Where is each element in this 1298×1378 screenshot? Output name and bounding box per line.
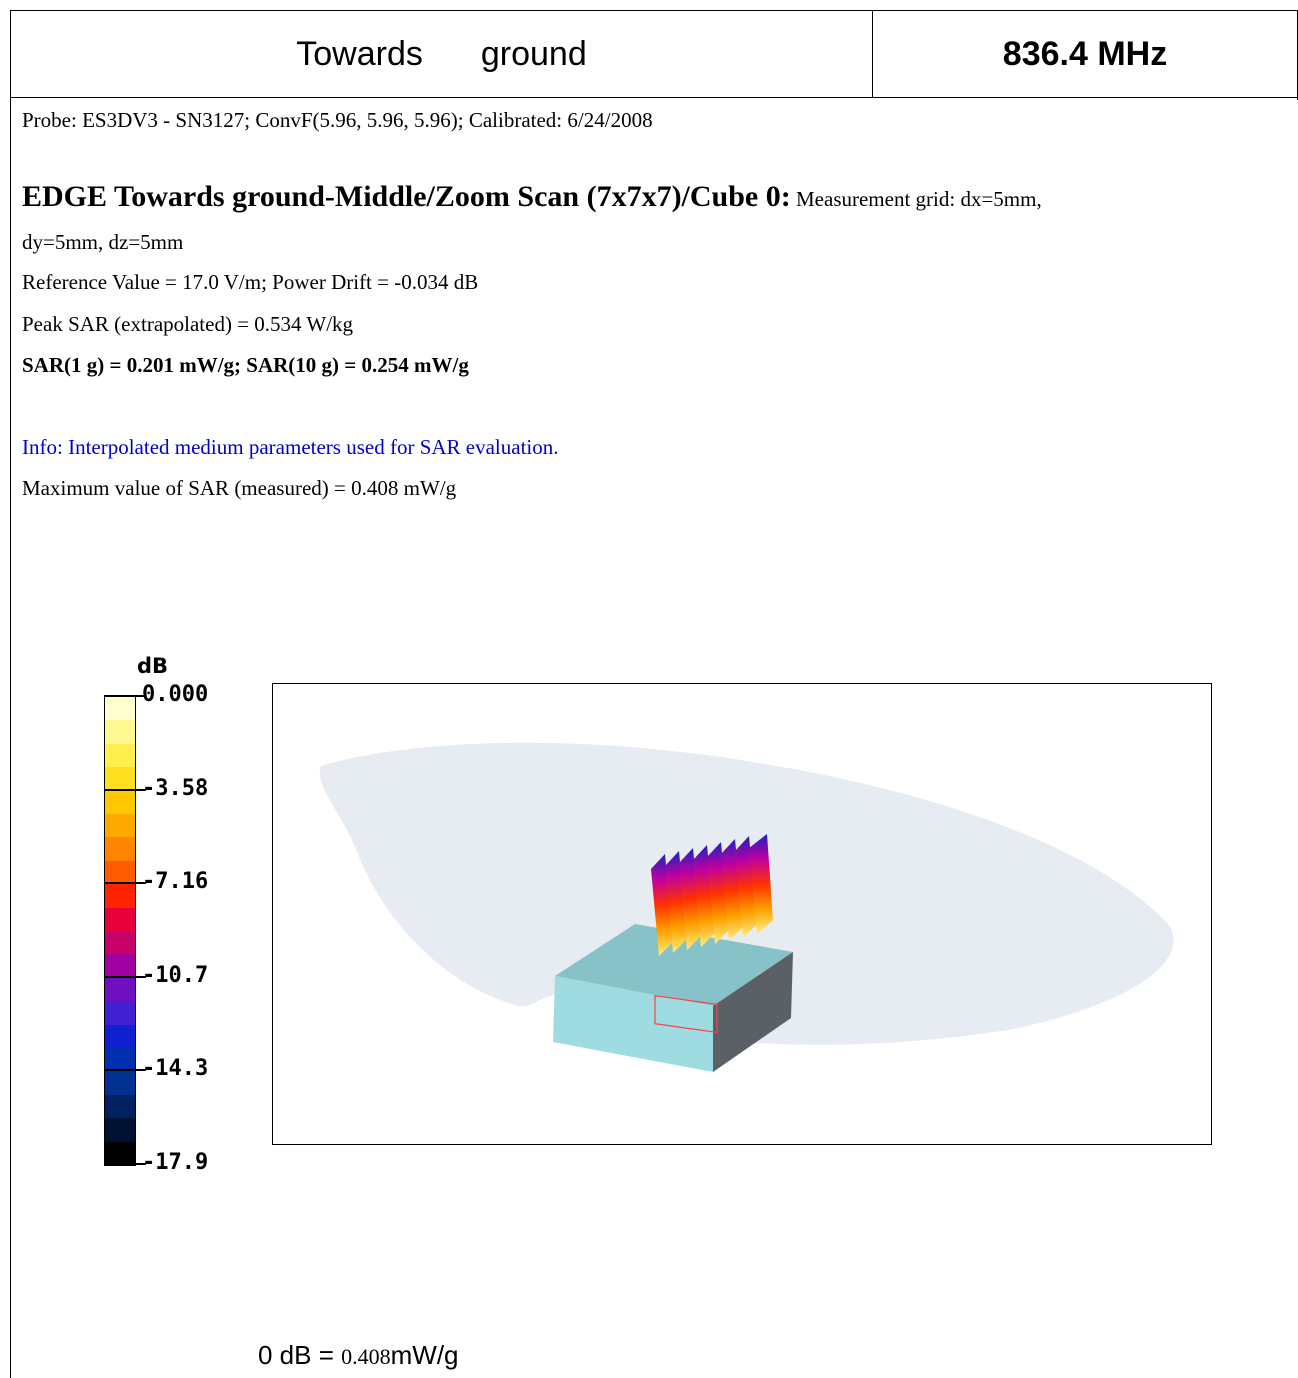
frame-header-split [872, 10, 873, 98]
color-scale-tick-label: -7.16 [142, 869, 209, 895]
zero-db-reference: 0 dB = 0.408mW/g [258, 1340, 459, 1371]
color-scale-bar [104, 696, 136, 1166]
sar-3d-plot [272, 683, 1212, 1145]
header-title-word-2: ground [480, 34, 587, 73]
color-scale-tick [104, 1069, 146, 1072]
color-scale-band [105, 743, 135, 768]
color-scale-band [105, 977, 135, 1002]
color-scale-band [105, 954, 135, 979]
sar-3d-render [319, 742, 1174, 1072]
color-scale-band [105, 790, 135, 815]
peak-sar: Peak SAR (extrapolated) = 0.534 W/kg [22, 312, 354, 336]
color-scale-band [105, 767, 135, 792]
color-scale-band [105, 907, 135, 932]
header-title-word-1: Towards [296, 34, 423, 73]
color-scale-band [105, 1118, 135, 1143]
sar-cube-outline [654, 995, 718, 1034]
max-sar: Maximum value of SAR (measured) = 0.408 … [22, 476, 457, 500]
color-scale-band [105, 697, 135, 721]
device-top [555, 924, 793, 1006]
color-scale-tick [104, 1163, 146, 1165]
sar-values: SAR(1 g) = 0.201 mW/g; SAR(10 g) = 0.254… [22, 353, 469, 377]
color-scale-band [105, 1024, 135, 1049]
color-scale-band [105, 1071, 135, 1096]
legend-unit: dB [137, 654, 169, 678]
color-scale-band [105, 837, 135, 862]
color-scale-band [105, 931, 135, 955]
color-scale-band [105, 814, 135, 838]
device-side [713, 952, 793, 1072]
scan-heading-line: EDGE Towards ground-Middle/Zoom Scan (7x… [22, 180, 1042, 214]
color-scale-tick [104, 695, 146, 697]
color-scale-tick-label: -10.7 [142, 962, 209, 988]
probe-info: Probe: ES3DV3 - SN3127; ConvF(5.96, 5.96… [22, 108, 653, 132]
device-front [553, 976, 713, 1072]
color-scale-band [105, 720, 135, 745]
zero-db-unit: mW/g [390, 1340, 459, 1370]
color-scale-tick [104, 882, 146, 885]
sar-cube-slices [651, 834, 773, 956]
reference-value: Reference Value = 17.0 V/m; Power Drift … [22, 270, 479, 294]
color-scale-tick-label: 0.000 [142, 682, 209, 707]
color-scale-tick-label: -14.3 [142, 1056, 209, 1082]
frame-top-border [10, 10, 1298, 11]
color-scale-tick [104, 975, 146, 978]
scan-heading: EDGE Towards ground-Middle/Zoom Scan (7x… [22, 180, 791, 213]
zero-db-prefix: 0 dB = [258, 1340, 342, 1370]
color-scale-band [105, 1001, 135, 1026]
color-scale-tick-label: -3.58 [142, 775, 209, 801]
zero-db-value: 0.408 [341, 1344, 391, 1369]
color-scale-band [105, 860, 135, 885]
header-frequency: 836.4 MHz [1002, 34, 1168, 73]
measurement-grid: Measurement grid: dx=5mm, [790, 187, 1042, 211]
color-scale-band [105, 1141, 135, 1166]
color-scale-band [105, 1094, 135, 1119]
header-title: Towards ground [11, 11, 872, 97]
measurement-grid-cont: dy=5mm, dz=5mm [22, 230, 184, 254]
color-scale-tick-label: -17.9 [142, 1150, 209, 1175]
color-scale-band [105, 884, 135, 909]
color-scale-band [105, 1048, 135, 1072]
frame-header-divider [10, 97, 1298, 98]
frame-left-border [10, 10, 11, 1378]
color-scale-tick [104, 788, 146, 791]
info-note: Info: Interpolated medium parameters use… [22, 435, 559, 459]
